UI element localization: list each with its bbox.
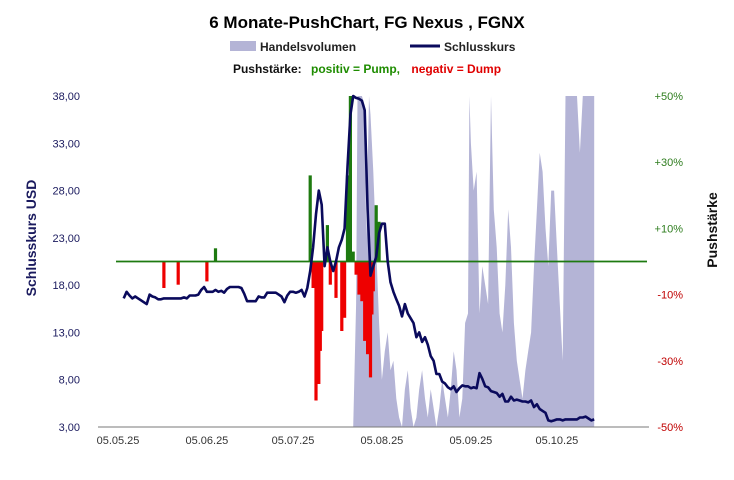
x-tick-label: 05.06.25 — [185, 435, 228, 447]
y2-axis-ticks: +50% +30% +10% -10% -30% -50% — [655, 91, 684, 434]
y2-tick-label: +50% — [655, 91, 684, 103]
x-tick-label: 05.09.25 — [449, 435, 492, 447]
legend-swatch-handelsvolumen — [230, 41, 256, 51]
pushstaerke-negative: negativ = Dump — [411, 62, 501, 76]
push-bar — [314, 261, 318, 401]
push-bar — [351, 251, 355, 262]
pushstaerke-prefix: Pushstärke: — [233, 62, 302, 76]
push-bar — [374, 205, 378, 262]
pushstaerke-legend: Pushstärke: positiv = Pump, negativ = Du… — [233, 62, 501, 76]
y-axis-label: Schlusskurs USD — [23, 180, 39, 297]
y-tick-label: 28,00 — [52, 186, 80, 198]
y-axis-ticks: 3,00 8,00 13,00 18,00 23,00 28,00 33,00 38,00 — [52, 91, 80, 434]
y-tick-label: 3,00 — [59, 422, 80, 434]
push-bar — [368, 261, 373, 378]
push-bar — [311, 261, 315, 288]
x-tick-label: 05.05.25 — [97, 435, 140, 447]
y2-tick-label: +10% — [655, 223, 684, 235]
y2-tick-label: -30% — [657, 356, 683, 368]
push-bar — [348, 96, 352, 262]
y2-tick-label: -10% — [657, 290, 683, 302]
y-tick-label: 13,00 — [52, 327, 80, 339]
y-tick-label: 23,00 — [52, 233, 80, 245]
push-bar — [334, 261, 338, 298]
push-bar — [354, 261, 358, 275]
push-bar — [360, 261, 364, 302]
push-bar — [357, 261, 361, 295]
pushstaerke-positive: positiv = Pump, — [311, 62, 400, 76]
x-tick-label: 05.08.25 — [360, 435, 403, 447]
x-tick-label: 05.10.25 — [535, 435, 578, 447]
push-bar — [366, 261, 370, 355]
legend: Handelsvolumen Schlusskurs — [230, 40, 516, 54]
y2-tick-label: -50% — [657, 422, 683, 434]
push-bar — [345, 175, 350, 262]
y2-axis-label: Pushstärke — [704, 192, 720, 268]
legend-label-handelsvolumen: Handelsvolumen — [260, 40, 356, 54]
push-bar — [340, 261, 344, 331]
legend-label-schlusskurs: Schlusskurs — [444, 40, 516, 54]
y-tick-label: 18,00 — [52, 280, 80, 292]
push-bar — [162, 261, 166, 288]
push-bar — [325, 225, 329, 262]
push-bar — [328, 261, 332, 285]
chart-title: 6 Monate-PushChart, FG Nexus , FGNX — [209, 13, 525, 32]
push-bar — [213, 248, 218, 262]
push-bar — [343, 261, 347, 318]
close-price-line-layer — [122, 94, 595, 423]
x-axis-ticks: 05.05.25 05.06.25 05.07.25 05.08.25 05.09.25… — [97, 435, 579, 447]
push-bar — [308, 175, 312, 262]
y-tick-label: 38,00 — [52, 91, 80, 103]
push-bar — [371, 261, 375, 292]
close-price-line — [122, 94, 595, 423]
x-tick-label: 05.07.25 — [272, 435, 315, 447]
y-tick-label: 33,00 — [52, 138, 80, 150]
y-tick-label: 8,00 — [59, 375, 80, 387]
push-bar — [176, 261, 180, 285]
push-bar — [320, 261, 324, 331]
push-bar — [205, 261, 209, 282]
y2-tick-label: +30% — [655, 157, 684, 169]
